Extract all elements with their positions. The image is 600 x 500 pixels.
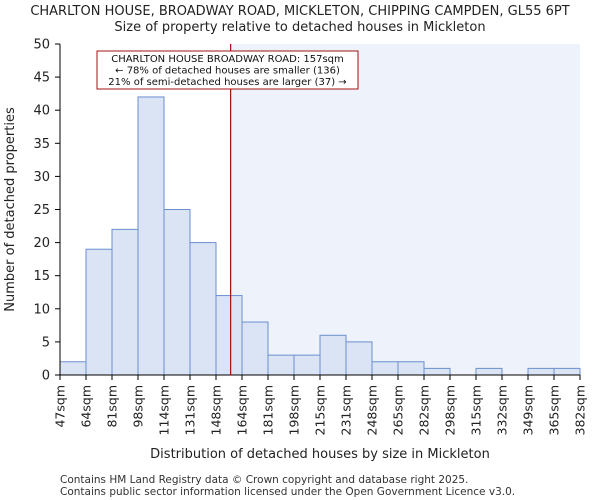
y-tick-label: 5 — [42, 335, 50, 350]
footer-line-2: Contains public sector information licen… — [60, 486, 516, 498]
footer-line-1: Contains HM Land Registry data © Crown c… — [60, 474, 469, 486]
bar — [371, 361, 399, 376]
x-tick-label: 181sqm — [261, 385, 276, 435]
y-tick-label: 10 — [33, 302, 50, 317]
bar — [137, 96, 165, 376]
y-tick-label: 0 — [42, 369, 50, 384]
x-tick-label: 282sqm — [417, 385, 432, 435]
x-tick-label: 332sqm — [495, 385, 510, 435]
x-axis-label: Distribution of detached houses by size … — [150, 447, 490, 462]
y-axis-label: Number of detached properties — [3, 107, 18, 312]
x-tick-label: 81sqm — [105, 385, 120, 428]
x-tick-label: 298sqm — [443, 385, 458, 435]
annotation-line: ← 78% of detached houses are smaller (13… — [115, 66, 340, 77]
y-tick-label: 30 — [33, 170, 50, 185]
x-tick-label: 215sqm — [313, 385, 328, 435]
y-tick-label: 20 — [33, 236, 50, 251]
bar — [111, 228, 139, 376]
bar — [527, 367, 555, 376]
bar — [163, 209, 191, 376]
x-tick-label: 248sqm — [365, 385, 380, 435]
y-tick-label: 50 — [33, 38, 50, 53]
x-tick-label: 64sqm — [79, 385, 94, 428]
x-tick-label: 365sqm — [547, 385, 562, 435]
y-tick-label: 35 — [33, 137, 50, 152]
x-tick-label: 164sqm — [235, 385, 250, 435]
bar — [293, 354, 321, 376]
x-tick-label: 349sqm — [521, 385, 536, 435]
bar — [215, 295, 243, 376]
bar — [189, 242, 217, 376]
highlight-region — [230, 44, 580, 375]
bar — [267, 354, 295, 376]
x-tick-label: 47sqm — [53, 385, 68, 428]
y-tick-label: 15 — [33, 269, 50, 284]
bar — [241, 321, 269, 376]
bar — [319, 334, 347, 376]
bar — [397, 361, 425, 376]
bar — [553, 367, 581, 376]
bar — [85, 248, 113, 376]
annotation-box — [96, 50, 359, 90]
x-tick-label: 98sqm — [131, 385, 146, 428]
annotation-line: CHARLTON HOUSE BROADWAY ROAD: 157sqm — [111, 54, 344, 65]
bar-chart: 0 5 10 15 20 25 30 35 40 45 50 47sqm 64sqm 81sqm 98sqm… — [3, 38, 588, 463]
x-tick-label: 148sqm — [209, 385, 224, 435]
bar — [475, 367, 503, 376]
bar — [59, 361, 87, 376]
x-tick-label: 114sqm — [157, 385, 172, 435]
x-tick-label: 265sqm — [391, 385, 406, 435]
y-tick-label: 40 — [33, 104, 50, 119]
x-tick-label: 198sqm — [287, 385, 302, 435]
y-tick-label: 25 — [33, 203, 50, 218]
x-tick-label: 382sqm — [573, 385, 588, 435]
y-tick-label: 45 — [33, 71, 50, 86]
bar — [423, 367, 451, 376]
chart-subtitle: Size of property relative to detached ho… — [114, 20, 486, 35]
x-tick-label: 315sqm — [469, 385, 484, 435]
annotation-line: 21% of semi-detached houses are larger (… — [108, 77, 346, 88]
x-tick-label: 131sqm — [183, 385, 198, 435]
x-tick-label: 231sqm — [339, 385, 354, 435]
bar — [345, 341, 373, 376]
chart-title: CHARLTON HOUSE, BROADWAY ROAD, MICKLETON… — [30, 4, 570, 19]
